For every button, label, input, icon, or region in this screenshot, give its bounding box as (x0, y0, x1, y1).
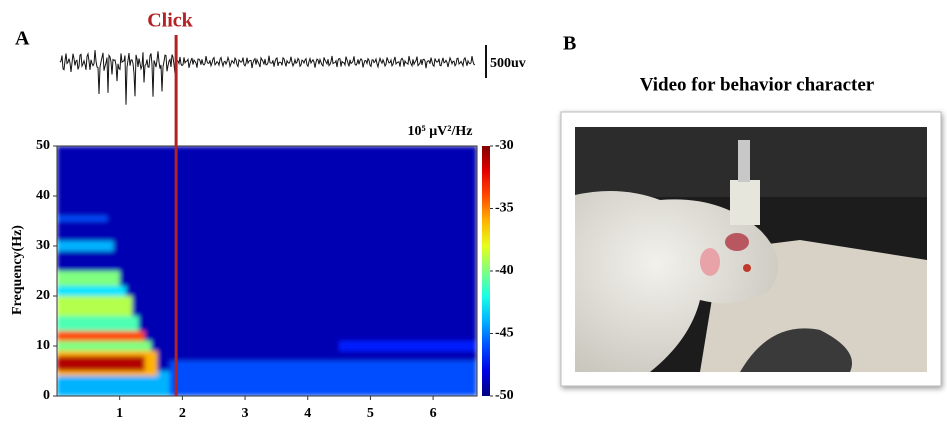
spectrogram (57, 146, 477, 396)
eeg-trace (59, 50, 476, 105)
x-tick-label: 1 (116, 406, 123, 421)
spectrogram-cells (57, 146, 477, 396)
click-label: Click (147, 10, 193, 32)
colorbar-tick-label: -50 (495, 388, 514, 403)
heatmap-cell (57, 271, 120, 286)
bedding-shadow (740, 328, 852, 372)
heatmap-cell (339, 341, 477, 351)
heatmap-cell (57, 286, 126, 296)
panel-label: A (15, 28, 30, 50)
x-tick-label: 6 (430, 406, 437, 421)
panel-title: Video for behavior character (640, 74, 875, 95)
heatmap-cell (57, 241, 114, 251)
cable (738, 140, 750, 182)
y-tick-label: 30 (36, 238, 50, 253)
heatmap-cell (57, 356, 145, 371)
panel-label: B (563, 33, 576, 55)
colorbar-label: 10⁵ μV²/Hz (408, 124, 473, 139)
x-tick-label: 5 (367, 406, 374, 421)
heatmap-cell (169, 361, 477, 396)
colorbar-tick-label: -35 (495, 201, 514, 216)
video-frame (560, 111, 942, 387)
x-tick-label: 3 (242, 406, 249, 421)
eye (743, 264, 751, 272)
connector (730, 180, 760, 225)
heatmap-cell (57, 341, 152, 351)
heatmap-cell (57, 316, 139, 331)
y-tick-label: 20 (36, 288, 50, 303)
y-axis-label: Frequency(Hz) (10, 225, 25, 315)
heatmap-cell (57, 296, 133, 316)
ear (700, 248, 720, 276)
plot-frame (56, 145, 478, 397)
headcap (725, 233, 749, 251)
x-tick-label: 2 (179, 406, 186, 421)
heatmap-cell (57, 216, 108, 221)
y-tick-label: 10 (36, 338, 50, 353)
y-tick-label: 0 (43, 388, 50, 403)
y-tick-label: 40 (36, 188, 50, 203)
colorbar-tick-label: -30 (495, 138, 514, 153)
y-tick-label: 50 (36, 138, 50, 153)
rat (575, 191, 778, 372)
colorbar-tick-label: -45 (495, 326, 514, 341)
x-tick-label: 4 (304, 406, 311, 421)
colorbar-tick-label: -40 (495, 263, 514, 278)
heatmap-cell (57, 331, 145, 341)
colorbar (482, 146, 490, 396)
axes: 0 10 20 30 40 50 1 2 3 4 5 6 -30 -35 -40 -45 -50 (36, 138, 514, 421)
scale-label: 500uv (490, 56, 526, 71)
